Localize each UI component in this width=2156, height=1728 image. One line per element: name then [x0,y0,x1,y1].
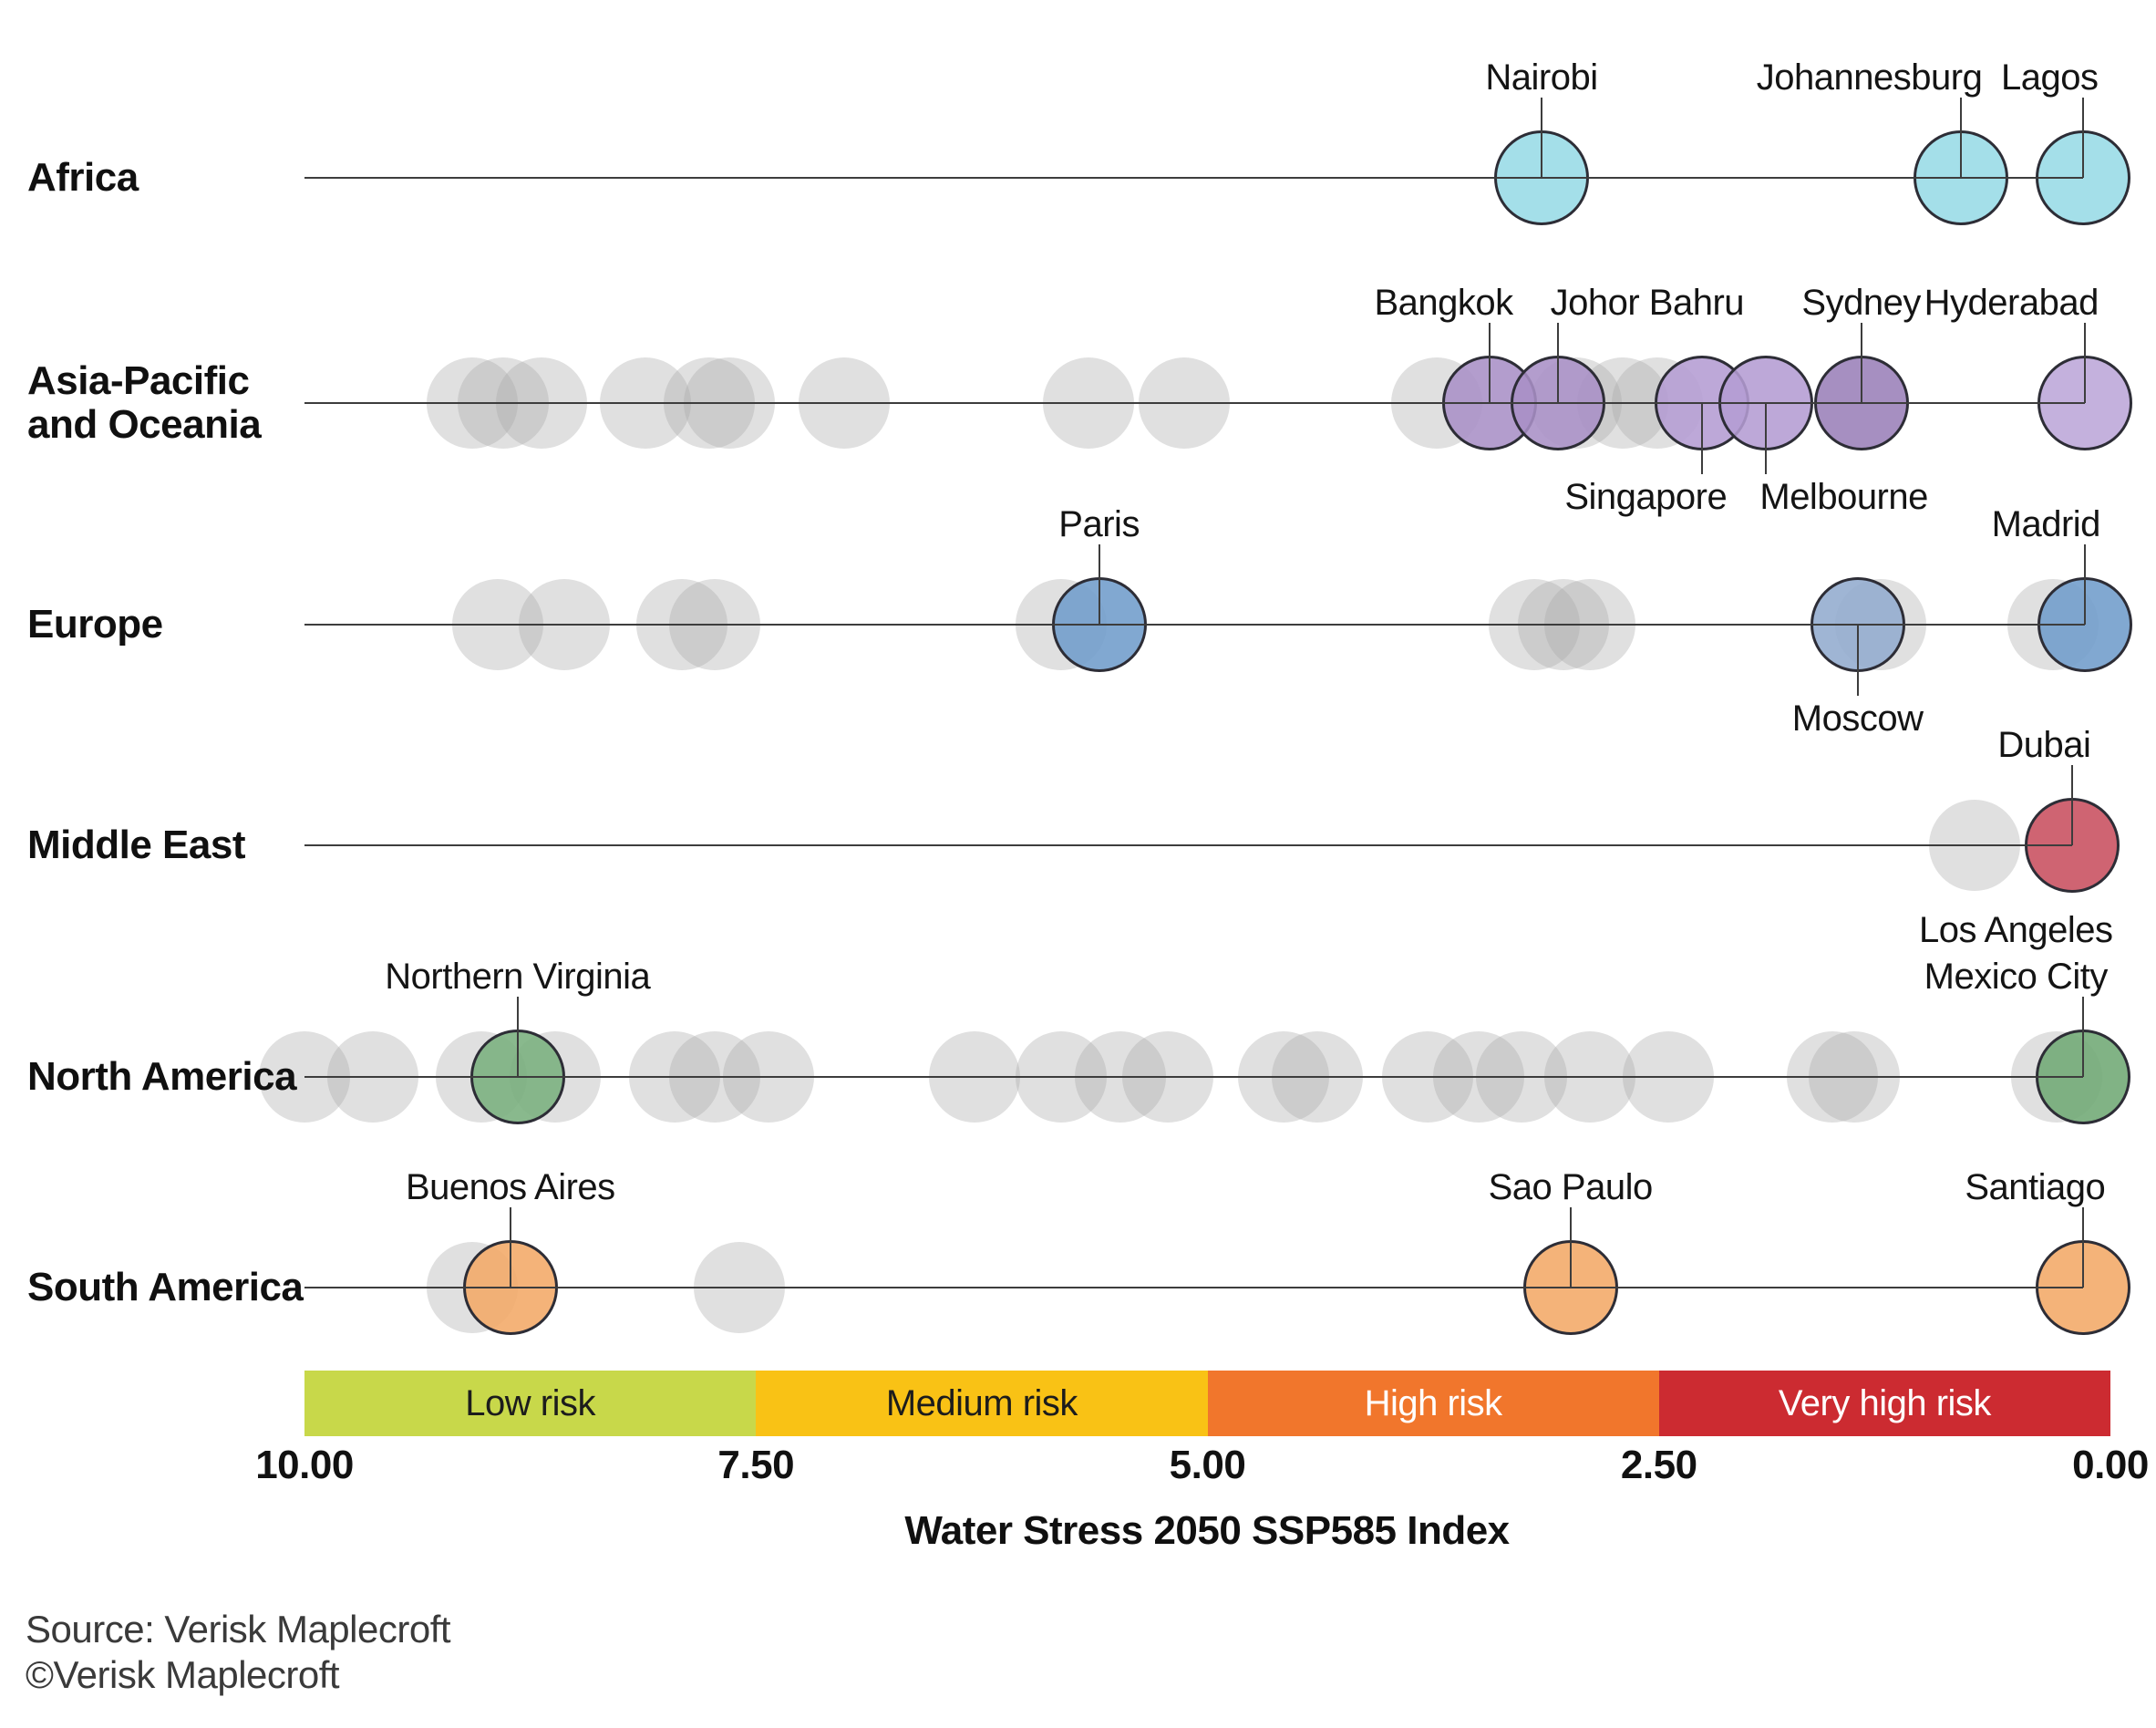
label-connector-melbourne [1764,403,1767,474]
risk-band-very-high-risk: Very high risk [1658,1371,2110,1436]
axis-tick-5-00: 5.00 [1169,1443,1246,1487]
label-connector-sao-paulo [1569,1207,1572,1288]
city-label-singapore: Singapore [1564,477,1728,517]
city-label-northern-virginia: Northern Virginia [385,957,651,997]
axis-tick-0-00: 0.00 [2072,1443,2149,1487]
row-axis-line-north-america [304,1076,2084,1078]
city-label-bangkok: Bangkok [1374,283,1513,323]
label-connector-moscow [1856,625,1859,696]
city-label-johannesburg: Johannesburg [1756,57,1983,98]
city-label-los-angeles-mexico-city: Mexico City [1924,957,2109,997]
axis-tick-10-00: 10.00 [255,1443,354,1487]
city-label-moscow: Moscow [1791,698,1924,739]
copyright-text: ©Verisk Maplecroft [26,1653,340,1696]
row-axis-line-middle-east [304,844,2073,846]
axis-tick-7-50: 7.50 [717,1443,795,1487]
label-connector-johannesburg [1959,98,1962,178]
region-label-europe: Europe [27,602,163,647]
region-label-asia-pacific-and-oceania: and Oceania [27,402,262,447]
label-connector-bangkok [1488,323,1491,403]
label-connector-johor-bahru [1556,323,1559,403]
city-label-sydney: Sydney [1801,283,1921,323]
city-label-sao-paulo: Sao Paulo [1488,1167,1654,1207]
region-label-north-america: North America [27,1054,297,1099]
row-axis-line-africa [304,177,2084,179]
label-connector-hyderabad [2084,323,2087,403]
city-label-johor-bahru: Johor Bahru [1550,283,1745,323]
source-text: Source: Verisk Maplecroft [26,1608,451,1650]
risk-band-low-risk: Low risk [304,1371,757,1436]
city-label-santiago: Santiago [1965,1167,2106,1207]
city-label-los-angeles-mexico-city: Los Angeles [1919,910,2113,950]
city-label-paris: Paris [1058,504,1140,544]
row-axis-line-south-america [304,1287,2084,1288]
row-axis-line-asia-pacific-and-oceania [304,402,2086,404]
risk-band-high-risk: High risk [1207,1371,1659,1436]
city-label-dubai: Dubai [1997,725,2091,765]
label-connector-northern-virginia [516,997,519,1077]
city-label-madrid: Madrid [1991,504,2101,544]
label-connector-nairobi [1540,98,1542,178]
label-connector-singapore [1701,403,1704,474]
label-connector-lagos [2082,98,2085,178]
region-label-middle-east: Middle East [27,823,246,867]
axis-tick-2-50: 2.50 [1620,1443,1697,1487]
region-label-africa: Africa [27,155,139,200]
label-connector-paris [1098,544,1100,625]
city-label-melbourne: Melbourne [1759,477,1928,517]
city-label-nairobi: Nairobi [1485,57,1598,98]
region-label-south-america: South America [27,1265,304,1309]
city-label-hyderabad: Hyderabad [1924,283,2099,323]
label-connector-sydney [1860,323,1862,403]
label-connector-santiago [2082,1207,2085,1288]
city-label-buenos-aires: Buenos Aires [405,1167,615,1207]
region-label-asia-pacific-and-oceania: Asia-Pacific [27,358,250,403]
row-axis-line-europe [304,624,2086,626]
label-connector-buenos-aires [509,1207,511,1288]
label-connector-madrid [2084,544,2087,625]
label-connector-dubai [2071,765,2074,845]
risk-band-medium-risk: Medium risk [756,1371,1208,1436]
label-connector-los-angeles-mexico-city [2082,997,2085,1077]
city-label-lagos: Lagos [2001,57,2099,98]
axis-title: Water Stress 2050 SSP585 Index [904,1508,1510,1553]
